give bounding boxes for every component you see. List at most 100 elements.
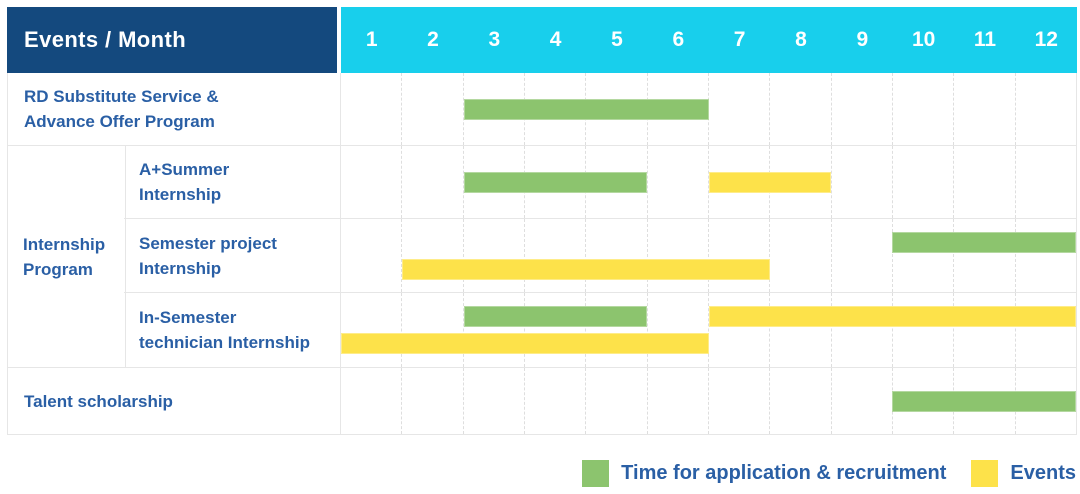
grid-cell-month-1 [341, 368, 401, 434]
grid-cell-month-5 [585, 368, 646, 434]
table-row-talent-scholarship: Talent scholarship [8, 368, 1076, 434]
table-body: RD Substitute Service & Advance Offer Pro… [7, 73, 1077, 435]
table-row-semester-project-internship: Semester project Internship [8, 219, 1076, 293]
row-label-a-plus-summer-internship: A+Summer Internship [125, 146, 341, 218]
grid-cell-month-4 [523, 368, 585, 434]
month-label: 5 [611, 28, 623, 51]
grid-cell-month-6 [646, 368, 708, 434]
grid-cell-month-10 [891, 146, 953, 218]
grid-cell-month-9 [830, 219, 892, 292]
grid-cell-month-3 [462, 293, 524, 367]
month-label: 7 [733, 28, 746, 51]
grid-cell-month-12 [1014, 146, 1076, 218]
grid-cell-month-8 [769, 293, 830, 367]
group-cell-internship-program: Internship Program [8, 147, 124, 367]
row-label-line: A+Summer [139, 160, 230, 179]
group-label-line: Program [23, 260, 93, 279]
grid-cell-month-4 [523, 219, 585, 292]
month-label: 4 [549, 28, 562, 51]
row-label-in-semester-technician-internship: In-Semester technician Internship [125, 293, 341, 367]
group-label-line: Internship [23, 235, 106, 254]
month-label: 1 [365, 28, 378, 51]
application-bar-m3-m6 [463, 99, 709, 120]
grid-cell-month-7 [707, 146, 769, 218]
month-grid [341, 219, 1076, 292]
event-bar-m1-m6 [341, 333, 709, 354]
month-grid [341, 73, 1076, 145]
grid-cell-month-6 [646, 293, 708, 367]
grid-cell-month-5 [585, 219, 646, 292]
grid-cell-month-3 [462, 368, 524, 434]
grid-cell-month-5 [585, 293, 646, 367]
grid-cell-month-12 [1014, 73, 1076, 145]
grid-cell-month-9 [830, 146, 892, 218]
table-row-rd-substitute-service: RD Substitute Service & Advance Offer Pro… [8, 73, 1076, 146]
month-label: 3 [488, 28, 501, 51]
month-label: 6 [672, 28, 685, 51]
grid-cell-month-7 [707, 368, 769, 434]
application-bar-m3-m5 [463, 306, 648, 327]
events-month-title: Events / Month [24, 27, 187, 52]
table-row-in-semester-technician-internship: In-Semester technician Internship [8, 293, 1076, 368]
header-gap [337, 7, 341, 73]
gantt-table: Events / Month 1 2 3 4 5 6 7 8 9 10 11 12 RD Substi… [7, 7, 1077, 435]
grid-cell-month-2 [401, 73, 462, 145]
month-header-strip: 1 2 3 4 5 6 7 8 9 10 11 12 [341, 7, 1077, 73]
grid-cell-month-11 [953, 73, 1014, 145]
yellow-swatch-icon [971, 460, 999, 487]
month-grid [341, 146, 1076, 218]
month-label: 8 [795, 28, 807, 51]
row-label-line: Internship [139, 185, 222, 204]
month-label: 2 [427, 28, 439, 51]
legend-label: Time for application & recruitment [621, 462, 947, 484]
row-label-line: Talent scholarship [24, 391, 173, 411]
row-label-line: Semester project [139, 233, 277, 253]
row-label-line: RD Substitute Service & [24, 87, 219, 106]
grid-cell-month-12 [1014, 293, 1076, 367]
grid-cell-month-10 [891, 73, 953, 145]
grid-cell-month-11 [953, 146, 1014, 218]
grid-cell-month-8 [769, 73, 830, 145]
grid-cell-month-1 [341, 146, 401, 218]
application-bar-m3-m5 [463, 172, 648, 193]
legend-item-application: Time for application & recruitment [582, 460, 946, 487]
event-bar-m2-m7 [402, 259, 770, 280]
grid-cell-month-1 [341, 73, 401, 145]
table-header-row: Events / Month 1 2 3 4 5 6 7 8 9 10 11 12 [7, 7, 1077, 73]
legend: Time for application & recruitment Events [0, 460, 1076, 487]
grid-cell-month-2 [401, 219, 462, 292]
grid-cell-month-7 [707, 73, 769, 145]
grid-cell-month-2 [401, 368, 462, 434]
grid-cell-month-9 [830, 368, 892, 434]
row-label-line: Internship [139, 258, 222, 278]
month-label: 10 [911, 28, 936, 51]
grid-cell-month-7 [707, 219, 769, 292]
grid-cell-month-10 [891, 219, 953, 292]
row-label-line: In-Semester [139, 308, 237, 327]
grid-cell-month-11 [953, 293, 1014, 367]
application-bar-m10-m12 [892, 391, 1076, 412]
grid-cell-month-1 [341, 219, 401, 292]
grid-cell-month-12 [1014, 219, 1076, 292]
row-label-line: technician Internship [139, 333, 310, 352]
row-label-line: Advance Offer Program [24, 112, 215, 131]
legend-label: Events [1010, 462, 1076, 484]
grid-cell-month-8 [769, 368, 830, 434]
row-label-talent-scholarship: Talent scholarship [8, 368, 341, 434]
event-bar-m7-m12 [708, 306, 1076, 327]
grid-cell-month-11 [953, 219, 1014, 292]
row-label-semester-project-internship: Semester project Internship [125, 219, 341, 292]
table-row-a-plus-summer-internship: A+Summer Internship [8, 146, 1076, 219]
grid-cell-month-9 [830, 73, 892, 145]
grid-cell-month-8 [769, 219, 830, 292]
month-grid [341, 368, 1076, 434]
row-label-rd-substitute-service: RD Substitute Service & Advance Offer Pro… [8, 73, 341, 145]
events-month-header-cell: Events / Month [7, 7, 337, 73]
month-label: 12 [1034, 28, 1058, 51]
green-swatch-icon [582, 460, 610, 487]
grid-cell-month-4 [523, 293, 585, 367]
grid-cell-month-6 [646, 146, 708, 218]
grid-cell-month-7 [707, 293, 769, 367]
grid-cell-month-2 [401, 146, 462, 218]
